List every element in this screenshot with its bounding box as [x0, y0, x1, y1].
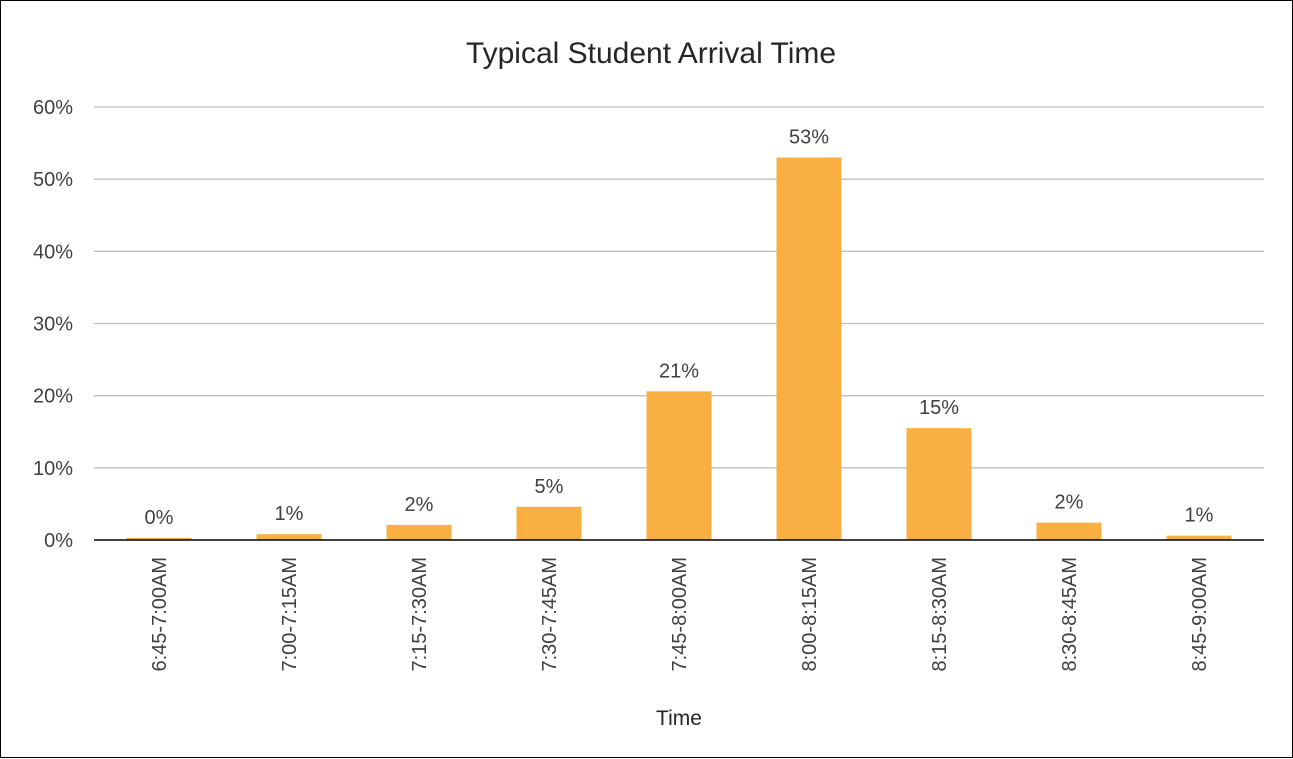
- x-axis-ticks: 6:45-7:00AM 7:00-7:15AM 7:15-7:30AM 7:30-7:…: [149, 557, 1211, 672]
- x-tick-label: 7:00-7:15AM: [279, 557, 301, 672]
- x-tick-label: 8:00-8:15AM: [799, 557, 821, 672]
- chart-title: Typical Student Arrival Time: [466, 37, 836, 70]
- data-labels: 0% 1% 2% 5% 21% 53% 15% 2% 1%: [145, 127, 1214, 529]
- bar: [256, 534, 322, 540]
- x-tick-label: 8:15-8:30AM: [929, 557, 951, 672]
- bar: [646, 391, 712, 540]
- y-tick-label: 10%: [33, 458, 73, 480]
- data-label: 0%: [145, 507, 174, 529]
- bar: [776, 157, 842, 540]
- y-tick-label: 50%: [33, 169, 73, 191]
- gridlines: [94, 106, 1264, 469]
- bar: [386, 524, 452, 540]
- bar: [1036, 522, 1102, 540]
- y-tick-label: 60%: [33, 97, 73, 119]
- x-axis-title: Time: [656, 707, 702, 730]
- data-label: 1%: [1185, 505, 1214, 527]
- y-axis-ticks: 0% 10% 20% 30% 40% 50% 60%: [33, 97, 73, 552]
- data-label: 15%: [919, 397, 959, 419]
- y-tick-label: 40%: [33, 241, 73, 263]
- y-tick-label: 20%: [33, 386, 73, 408]
- bar: [906, 428, 972, 540]
- x-tick-label: 7:15-7:30AM: [409, 557, 431, 672]
- y-tick-label: 30%: [33, 314, 73, 336]
- x-tick-label: 8:45-9:00AM: [1189, 557, 1211, 672]
- y-tick-label: 0%: [44, 530, 73, 552]
- data-label: 53%: [789, 127, 829, 149]
- x-tick-label: 8:30-8:45AM: [1059, 557, 1081, 672]
- bar: [516, 506, 582, 540]
- data-label: 1%: [275, 503, 304, 525]
- data-label: 5%: [535, 476, 564, 498]
- bar: [1166, 535, 1232, 540]
- data-label: 2%: [405, 494, 434, 516]
- x-tick-label: 7:30-7:45AM: [539, 557, 561, 672]
- data-label: 2%: [1055, 492, 1084, 514]
- data-label: 21%: [659, 360, 699, 382]
- bar: [126, 537, 192, 540]
- x-tick-label: 6:45-7:00AM: [149, 557, 171, 672]
- x-tick-label: 7:45-8:00AM: [669, 557, 691, 672]
- bars: [126, 157, 1232, 540]
